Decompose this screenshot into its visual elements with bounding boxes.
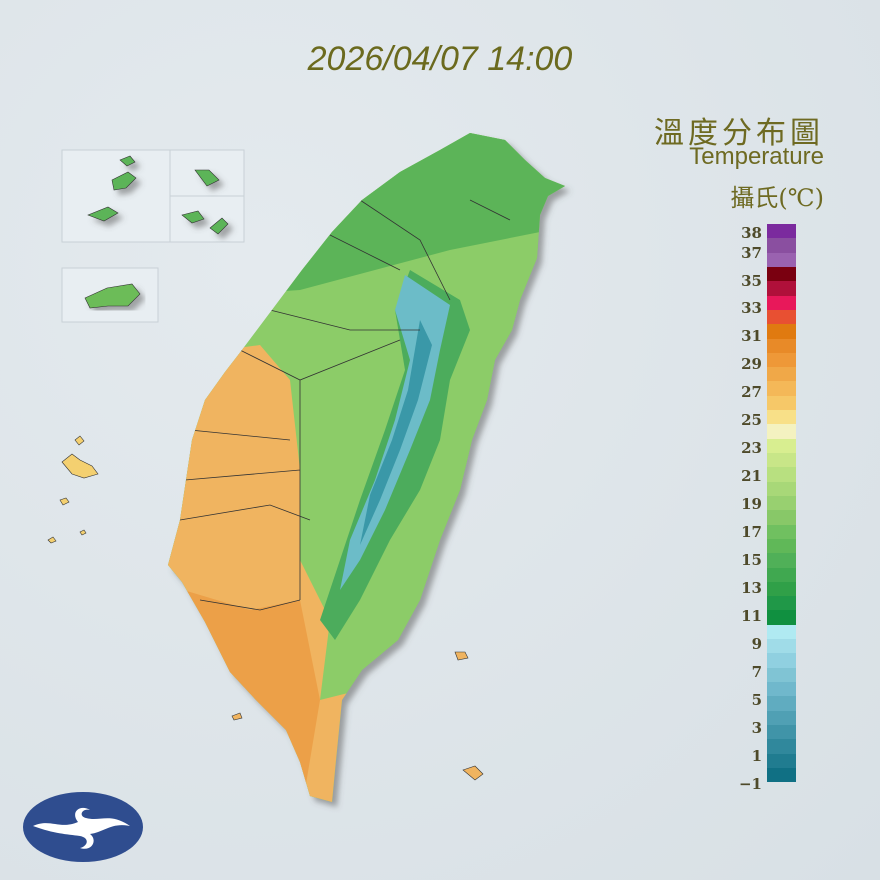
color-scale-tick: −1 bbox=[738, 775, 762, 793]
legend-unit: 攝氏(℃) bbox=[730, 184, 824, 212]
color-scale-step bbox=[767, 467, 796, 482]
color-scale-tick: 11 bbox=[741, 607, 762, 625]
offshore-islands bbox=[231, 651, 484, 781]
color-scale-step bbox=[767, 624, 796, 640]
color-scale-tick: 5 bbox=[751, 691, 762, 709]
color-scale-step bbox=[767, 639, 796, 654]
color-scale-step bbox=[767, 352, 796, 368]
color-scale-tick: 7 bbox=[751, 663, 762, 681]
cwa-logo bbox=[23, 792, 143, 862]
color-scale-tick: 31 bbox=[741, 327, 762, 345]
color-scale-step bbox=[767, 324, 796, 339]
color-scale-tick: 27 bbox=[741, 383, 762, 401]
color-scale-step bbox=[767, 581, 796, 597]
color-scale-step bbox=[767, 281, 796, 296]
color-scale-step bbox=[767, 295, 796, 310]
color-scale-step bbox=[767, 367, 796, 382]
color-scale-tick: 1 bbox=[751, 747, 762, 765]
color-scale-step bbox=[767, 381, 796, 396]
color-scale-step bbox=[767, 567, 796, 582]
color-scale-step bbox=[767, 667, 796, 682]
color-scale-step bbox=[767, 453, 796, 468]
color-scale-tick: 38 bbox=[741, 224, 762, 242]
county-borders bbox=[179, 199, 511, 611]
kinmen-matsu-insets bbox=[61, 149, 245, 323]
color-scale-step bbox=[767, 753, 796, 768]
color-scale-step bbox=[767, 739, 796, 754]
color-scale-step bbox=[767, 438, 796, 453]
color-scale-step bbox=[767, 395, 796, 411]
color-scale-step bbox=[767, 410, 796, 425]
color-scale-step bbox=[767, 252, 796, 267]
color-scale-tick: 25 bbox=[741, 411, 762, 429]
color-scale-tick: 3 bbox=[751, 719, 762, 737]
color-scale-step bbox=[767, 481, 796, 496]
color-scale-tick: 13 bbox=[741, 579, 762, 597]
color-scale-step bbox=[767, 610, 796, 625]
color-scale-bar bbox=[767, 224, 796, 783]
mountain-ridge bbox=[360, 320, 432, 545]
color-scale-step bbox=[767, 653, 796, 668]
legend-title-en: Temperature bbox=[689, 143, 824, 170]
color-scale-tick: 17 bbox=[741, 523, 762, 541]
color-scale-step bbox=[767, 682, 796, 697]
color-scale-step bbox=[767, 266, 796, 282]
color-scale-step bbox=[767, 553, 796, 568]
color-scale-tick: 15 bbox=[741, 551, 762, 569]
color-scale-step bbox=[767, 710, 796, 725]
color-scale-tick: 23 bbox=[741, 439, 762, 457]
color-scale-tick: 9 bbox=[751, 635, 762, 653]
color-scale-tick: 37 bbox=[741, 244, 762, 262]
color-scale-step bbox=[767, 224, 796, 239]
penghu-islands bbox=[47, 435, 99, 544]
color-scale-tick: 35 bbox=[741, 272, 762, 290]
color-scale-tick: 29 bbox=[741, 355, 762, 373]
color-scale-step bbox=[767, 596, 796, 611]
color-scale-step bbox=[767, 510, 796, 525]
color-scale-step bbox=[767, 538, 796, 554]
color-scale-step bbox=[767, 696, 796, 711]
color-scale-step bbox=[767, 495, 796, 511]
color-scale-step bbox=[767, 524, 796, 539]
color-scale-step bbox=[767, 338, 796, 353]
color-scale-step bbox=[767, 309, 796, 325]
color-scale-tick: 19 bbox=[741, 495, 762, 513]
color-scale-step bbox=[767, 724, 796, 740]
map-datetime: 2026/04/07 14:00 bbox=[307, 40, 573, 78]
color-scale-tick: 21 bbox=[741, 467, 762, 485]
color-scale-step bbox=[767, 238, 796, 253]
legend-title-zh: 溫度分布圖 bbox=[654, 116, 824, 151]
color-scale-step bbox=[767, 424, 796, 439]
color-scale-tick: 33 bbox=[741, 299, 762, 317]
color-scale-step bbox=[767, 767, 796, 783]
